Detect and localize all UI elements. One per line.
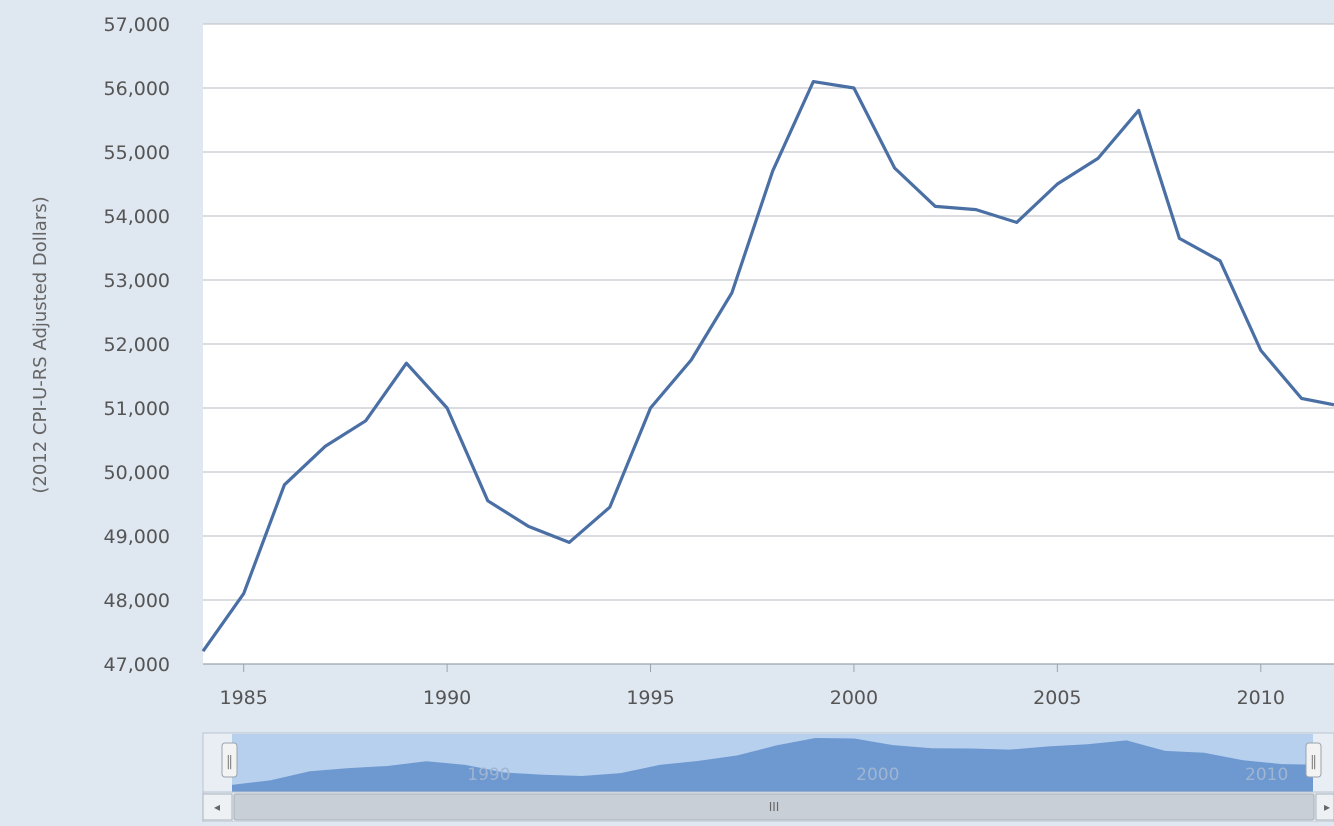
y-tick-label: 50,000 [104,462,170,484]
y-tick-label: 56,000 [104,78,170,100]
handle-grip: ‖ [1310,754,1317,770]
y-tick-label: 47,000 [104,654,170,676]
y-tick-label: 52,000 [104,334,170,356]
y-tick-label: 51,000 [104,398,170,420]
scrollbar-grip: III [769,800,780,814]
y-tick-label: 49,000 [104,526,170,548]
y-tick-label: 48,000 [104,590,170,612]
navigator-label: 2010 [1245,765,1288,785]
range-navigator[interactable]: 1990 2000 2010 ‖ ‖ ◂ III ▸ [203,733,1334,822]
navigator-label: 2000 [856,765,899,785]
x-tick-label: 1990 [423,687,471,709]
x-tick-label: 2010 [1237,687,1285,709]
navigator-right-handle[interactable]: ‖ [1306,743,1321,777]
x-tick-label: 1995 [626,687,674,709]
handle-grip: ‖ [226,754,233,770]
scroll-left-arrow-icon: ◂ [214,800,220,814]
y-tick-labels: 47,000 48,000 49,000 50,000 51,000 52,000 53,0… [104,14,170,676]
y-tick-label: 57,000 [104,14,170,36]
x-tick-label: 2000 [830,687,878,709]
y-tick-label: 55,000 [104,142,170,164]
y-axis-label: (2012 CPI-U-RS Adjusted Dollars) [30,196,51,493]
navigator-left-handle[interactable]: ‖ [222,743,237,777]
x-tick-labels: 1985 1990 1995 2000 2005 2010 [220,664,1285,709]
navigator-label: 1990 [467,765,510,785]
y-tick-label: 53,000 [104,270,170,292]
scroll-right-arrow-icon: ▸ [1324,800,1330,814]
x-tick-label: 2005 [1033,687,1081,709]
y-tick-label: 54,000 [104,206,170,228]
x-tick-label: 1985 [220,687,268,709]
